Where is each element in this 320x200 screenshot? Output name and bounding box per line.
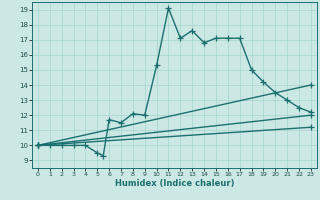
- X-axis label: Humidex (Indice chaleur): Humidex (Indice chaleur): [115, 179, 234, 188]
